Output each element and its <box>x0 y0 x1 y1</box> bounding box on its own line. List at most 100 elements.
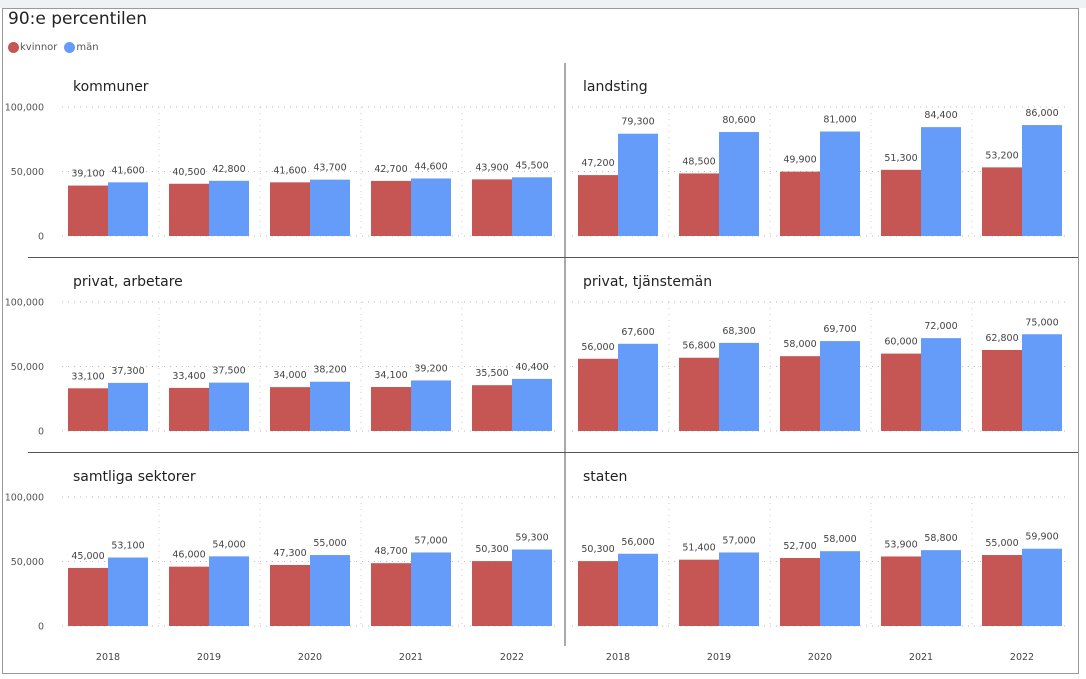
bar-män <box>108 557 148 626</box>
y-tick-label: 100,000 <box>5 493 44 504</box>
legend-item-kvinnor[interactable]: kvinnor <box>8 42 57 53</box>
visual-frame <box>2 8 1079 674</box>
data-label: 56,800 <box>682 341 715 352</box>
data-label: 47,200 <box>581 158 614 169</box>
data-label: 42,800 <box>212 164 245 175</box>
bar-kvinnor <box>982 555 1022 626</box>
data-label: 60,000 <box>884 337 917 348</box>
bar-män <box>310 179 350 236</box>
data-label: 80,600 <box>722 115 755 126</box>
data-label: 44,600 <box>414 161 447 172</box>
data-label: 58,800 <box>924 533 957 544</box>
data-label: 37,300 <box>111 366 144 377</box>
data-label: 50,300 <box>475 544 508 555</box>
y-tick-label: 0 <box>38 622 44 633</box>
legend-dot-icon <box>64 42 76 53</box>
bar-kvinnor <box>881 556 921 626</box>
data-label: 39,200 <box>414 363 447 374</box>
bar-kvinnor <box>371 563 411 626</box>
bar-män <box>411 380 451 431</box>
bar-kvinnor <box>472 385 512 431</box>
bar-män <box>108 382 148 431</box>
bar-kvinnor <box>679 173 719 236</box>
data-label: 40,500 <box>172 167 205 178</box>
bar-kvinnor <box>270 182 310 236</box>
data-label: 59,900 <box>1025 532 1058 543</box>
legend-label: kvinnor <box>20 42 58 53</box>
data-label: 79,300 <box>621 117 654 128</box>
bar-män <box>618 343 658 431</box>
bar-kvinnor <box>578 358 618 431</box>
x-tick-label: 2021 <box>399 652 423 663</box>
panel-title: kommuner <box>73 79 149 95</box>
bar-män <box>310 381 350 431</box>
y-tick-label: 0 <box>38 427 44 438</box>
data-label: 62,800 <box>985 333 1018 344</box>
bar-män <box>820 551 860 626</box>
bar-män <box>820 131 860 236</box>
x-tick-label: 2020 <box>808 652 832 663</box>
bar-män <box>1022 334 1062 431</box>
data-label: 84,400 <box>924 110 957 121</box>
bar-män <box>512 378 552 431</box>
bar-män <box>719 552 759 626</box>
bar-kvinnor <box>679 357 719 431</box>
bar-kvinnor <box>578 175 618 236</box>
bar-män <box>209 180 249 236</box>
bar-kvinnor <box>68 567 108 626</box>
bar-män <box>512 177 552 236</box>
data-label: 41,600 <box>273 165 306 176</box>
data-label: 54,000 <box>212 539 245 550</box>
data-label: 33,100 <box>71 371 104 382</box>
data-label: 41,600 <box>111 165 144 176</box>
page-title: 90:e percentilen <box>8 9 148 29</box>
bar-kvinnor <box>169 566 209 626</box>
data-label: 33,400 <box>172 371 205 382</box>
bar-kvinnor <box>780 558 820 626</box>
y-tick-label: 0 <box>38 232 44 243</box>
bar-kvinnor <box>270 564 310 626</box>
data-label: 34,000 <box>273 370 306 381</box>
bar-män <box>921 338 961 431</box>
bar-män <box>618 133 658 236</box>
data-label: 48,700 <box>374 546 407 557</box>
data-label: 52,700 <box>783 541 816 552</box>
panel-title: landsting <box>583 79 648 95</box>
data-label: 67,600 <box>621 327 654 338</box>
data-label: 49,900 <box>783 155 816 166</box>
bar-män <box>209 382 249 431</box>
data-label: 46,000 <box>172 550 205 561</box>
x-tick-label: 2019 <box>707 652 731 663</box>
bar-kvinnor <box>982 349 1022 431</box>
y-tick-label: 50,000 <box>11 557 44 568</box>
data-label: 58,000 <box>823 534 856 545</box>
y-tick-label: 100,000 <box>5 103 44 114</box>
data-label: 39,100 <box>71 169 104 180</box>
data-label: 53,900 <box>884 539 917 550</box>
bar-män <box>820 341 860 431</box>
data-label: 45,500 <box>515 160 548 171</box>
bar-kvinnor <box>780 356 820 431</box>
data-label: 59,300 <box>515 533 548 544</box>
x-tick-label: 2018 <box>96 652 120 663</box>
legend: kvinnor män <box>8 42 103 53</box>
bar-män <box>310 555 350 626</box>
bar-kvinnor <box>780 171 820 236</box>
bar-män <box>209 556 249 626</box>
y-tick-label: 50,000 <box>11 167 44 178</box>
legend-item-man[interactable]: män <box>64 42 99 53</box>
bar-kvinnor <box>578 561 618 626</box>
bar-män <box>1022 548 1062 626</box>
panel-title: privat, arbetare <box>73 274 183 290</box>
bar-kvinnor <box>679 559 719 626</box>
x-tick-label: 2018 <box>606 652 630 663</box>
bar-kvinnor <box>472 179 512 236</box>
bar-män <box>921 127 961 236</box>
data-label: 51,400 <box>682 543 715 554</box>
y-tick-label: 100,000 <box>5 298 44 309</box>
bar-män <box>108 182 148 236</box>
data-label: 51,300 <box>884 153 917 164</box>
data-label: 50,300 <box>581 544 614 555</box>
bar-män <box>921 550 961 626</box>
data-label: 42,700 <box>374 164 407 175</box>
